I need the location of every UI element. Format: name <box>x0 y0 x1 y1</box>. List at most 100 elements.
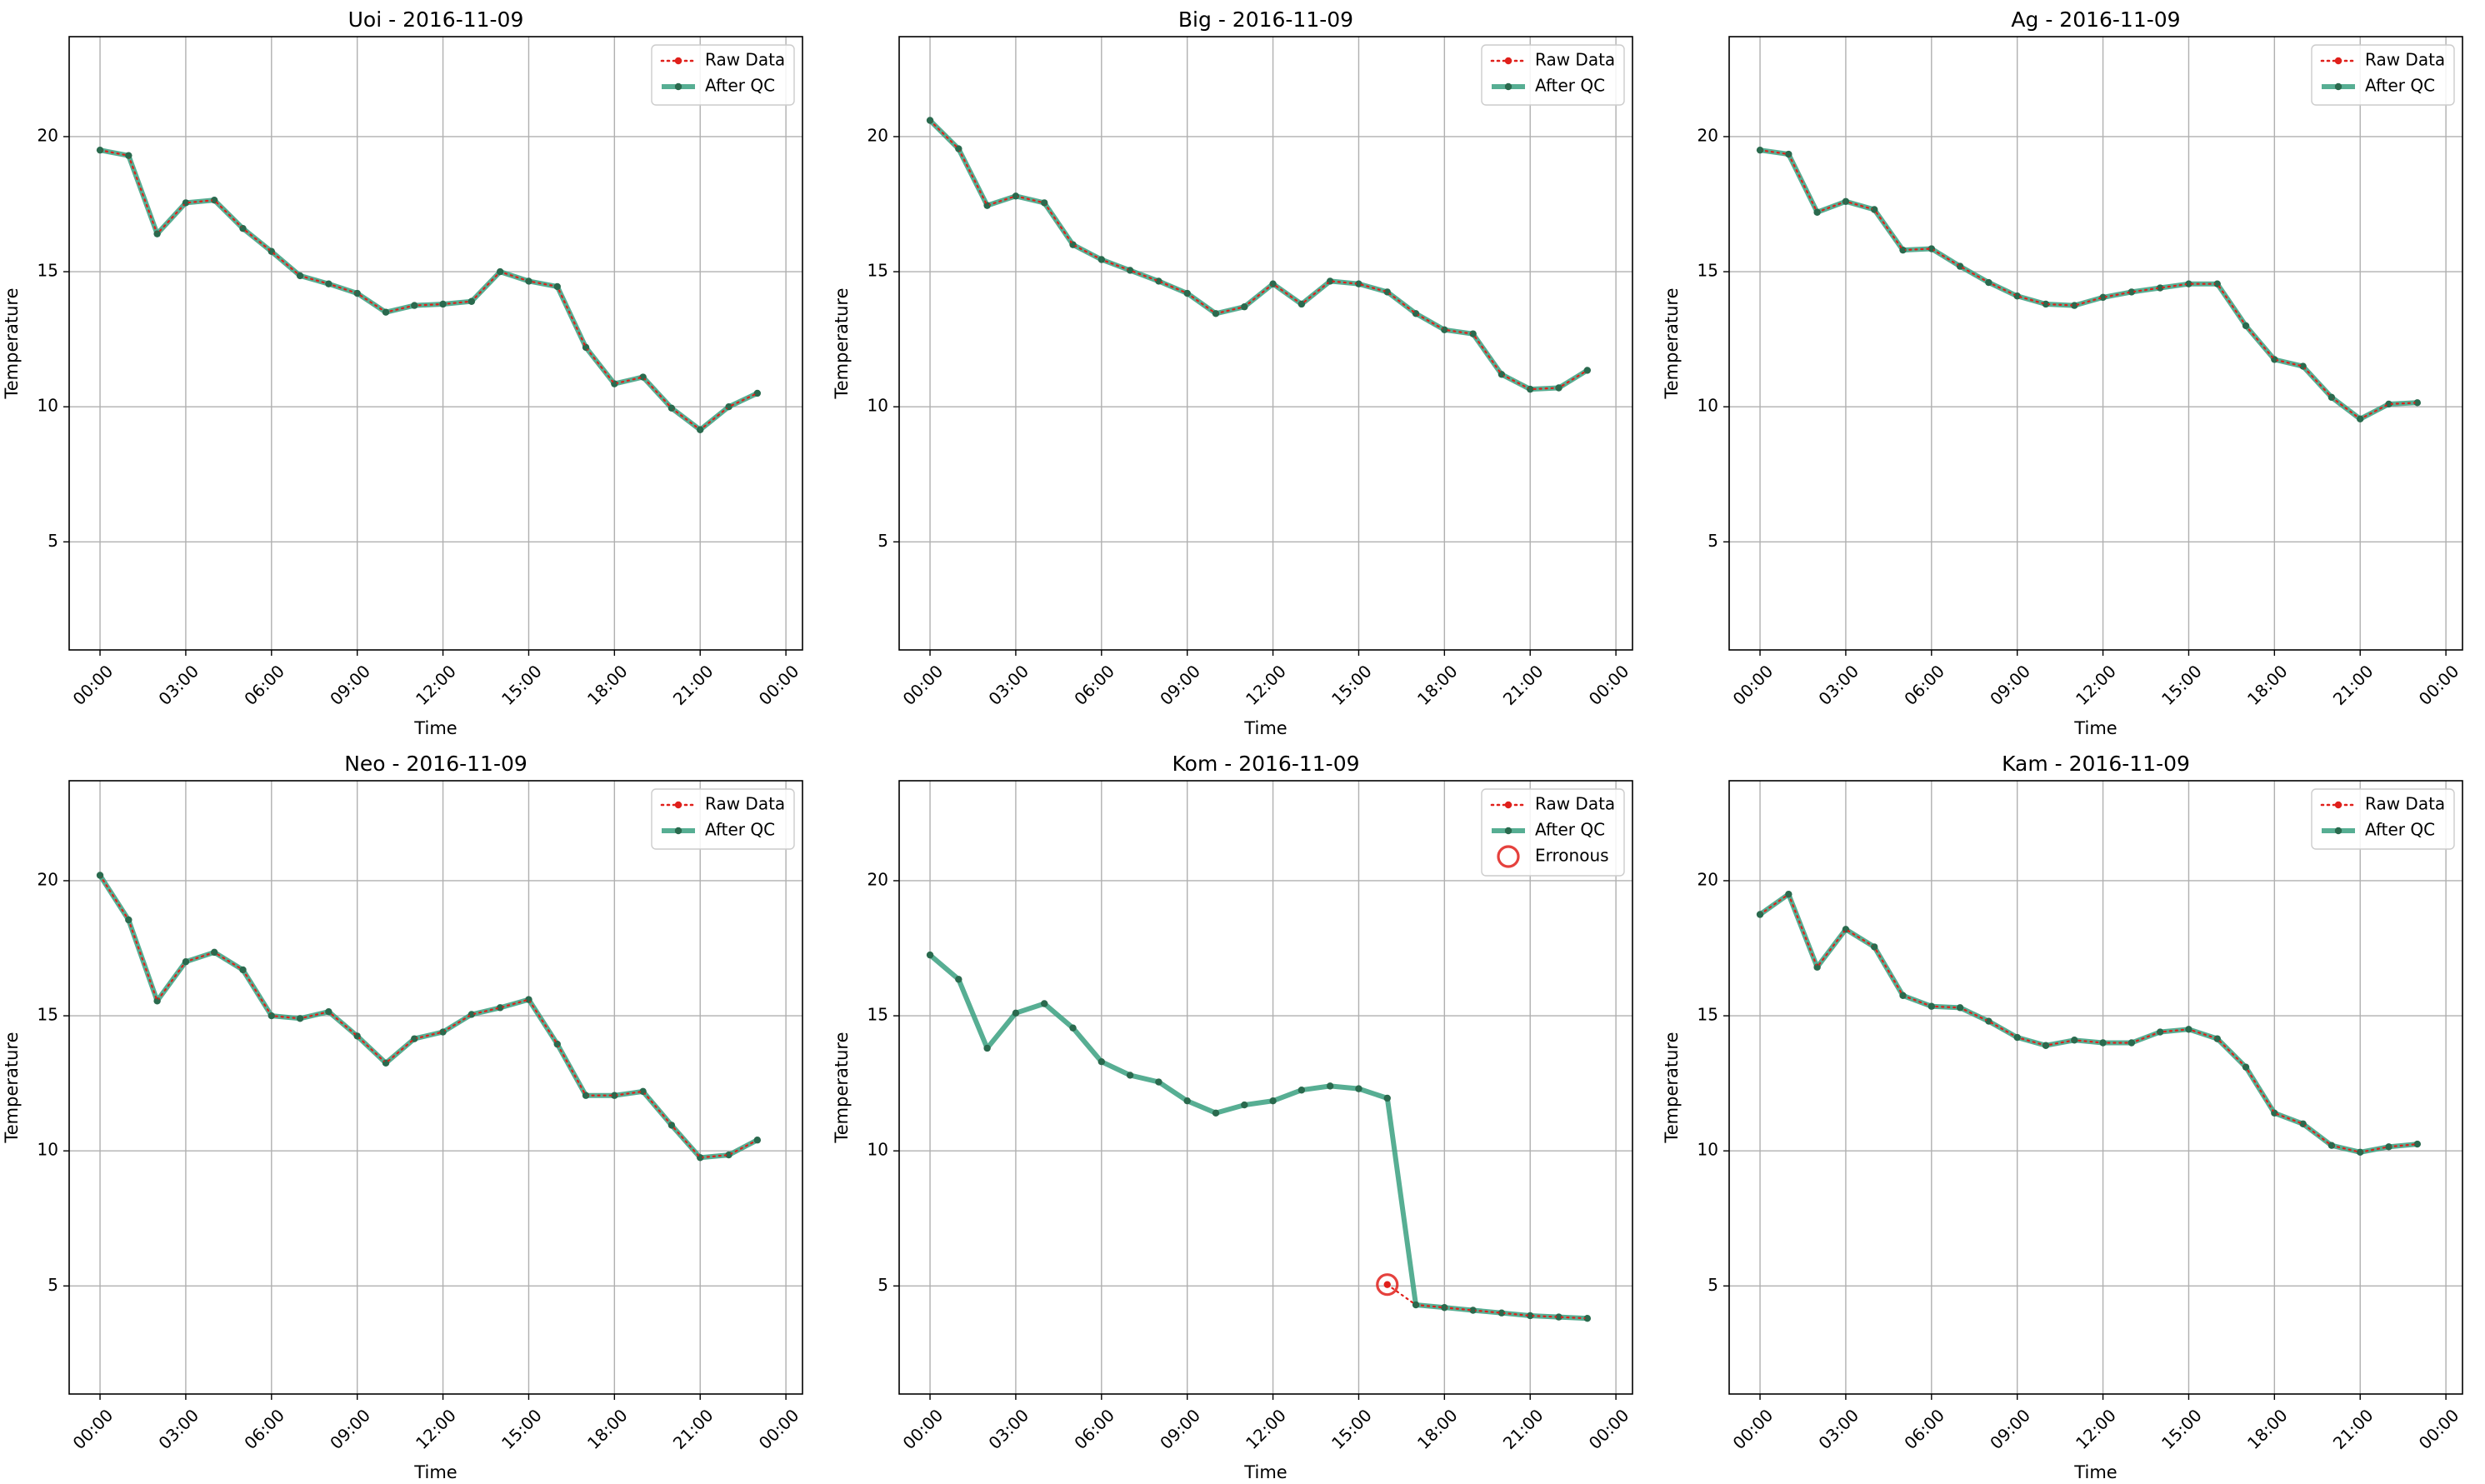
legend-qc-label: After QC <box>1535 820 1605 840</box>
raw-data-point <box>2243 323 2248 328</box>
series-raw-data <box>1758 892 2420 1155</box>
x-tick-label: 03:00 <box>1814 661 1862 709</box>
x-tick-label: 15:00 <box>2158 1405 2206 1453</box>
raw-data-point <box>755 391 760 396</box>
x-tick-label: 21:00 <box>669 1405 718 1453</box>
raw-data-point <box>2100 295 2106 300</box>
x-tick-label: 15:00 <box>1328 1405 1376 1453</box>
raw-data-point <box>583 345 588 350</box>
raw-data-point <box>583 1093 588 1098</box>
raw-data-point <box>1929 246 1934 252</box>
legend: Raw Data After QC <box>651 44 795 106</box>
raw-data-line <box>1758 892 2418 1153</box>
x-tick-label: 09:00 <box>326 1405 374 1453</box>
y-axis-label: Temperature <box>2 287 22 399</box>
raw-data-point <box>1843 199 1848 204</box>
x-axis-label: Time <box>413 718 457 738</box>
x-tick-label: 18:00 <box>583 1405 632 1453</box>
raw-data-point <box>2100 1040 2106 1046</box>
raw-data-point <box>212 197 217 202</box>
legend-qc-label: After QC <box>2365 820 2435 840</box>
x-tick-label: 06:00 <box>1900 661 1948 709</box>
x-tick-label: 09:00 <box>1986 661 2034 709</box>
x-tick-label: 06:00 <box>1070 661 1118 709</box>
after-qc-point <box>1269 1097 1277 1105</box>
after-qc-point <box>1012 1009 1020 1017</box>
x-tick-label: 00:00 <box>1729 661 1778 709</box>
raw-data-point <box>269 1013 274 1018</box>
x-tick-label: 06:00 <box>240 661 288 709</box>
x-tick-label: 21:00 <box>669 661 718 709</box>
chart-title: Ag - 2016-11-09 <box>2011 7 2180 32</box>
x-tick-label: 21:00 <box>2329 661 2378 709</box>
raw-data-point <box>240 226 246 231</box>
raw-data-point <box>1328 278 1332 284</box>
raw-data-point <box>1758 912 1762 917</box>
after-qc-point <box>1069 1024 1077 1032</box>
chart-title: Kam - 2016-11-09 <box>2002 752 2190 776</box>
x-tick-label: 12:00 <box>1242 1405 1290 1453</box>
grid-lines <box>1729 37 2462 650</box>
legend-qc-marker <box>674 82 682 91</box>
y-tick-label: 20 <box>38 125 58 145</box>
legend-qc-label: After QC <box>705 76 775 96</box>
x-tick-label: 03:00 <box>1814 1405 1862 1453</box>
raw-data-point <box>1528 1313 1532 1318</box>
y-tick-label: 10 <box>38 396 58 416</box>
raw-data-point <box>1986 280 1991 285</box>
subplot-neo: 00:00 03:00 06:00 09:00 12:00 15:00 18:00 21:00… <box>2 752 803 1482</box>
raw-data-point <box>326 1009 331 1014</box>
raw-data-point <box>2415 1142 2420 1147</box>
chart-title: Big - 2016-11-09 <box>1178 7 1353 32</box>
series-after-qc <box>1756 146 2422 422</box>
raw-data-point <box>126 153 131 158</box>
legend-raw-label: Raw Data <box>1535 794 1615 814</box>
raw-data-point <box>1471 1307 1476 1313</box>
raw-data-point <box>1442 327 1447 332</box>
after-qc-point <box>1041 1000 1048 1007</box>
raw-data-point <box>612 382 617 387</box>
series-after-qc <box>926 951 1592 1322</box>
after-qc-point <box>1241 1101 1248 1109</box>
after-qc-point <box>1383 1094 1391 1102</box>
raw-data-point <box>2129 1040 2134 1046</box>
series-raw-data <box>98 147 760 432</box>
raw-data-point <box>1986 1018 1991 1024</box>
y-tick-label: 5 <box>878 1275 888 1295</box>
after-qc-line <box>928 118 1589 392</box>
x-tick-label: 18:00 <box>1413 661 1462 709</box>
after-qc-line <box>1759 147 2418 422</box>
legend: Raw Data After QC <box>1481 44 1625 106</box>
axes-frame <box>1728 36 2463 651</box>
series-raw-data <box>928 117 1590 392</box>
y-tick-label: 10 <box>1698 1140 1718 1160</box>
x-tick-label: 12:00 <box>1242 661 1290 709</box>
raw-data-point <box>1099 257 1104 262</box>
after-qc-point <box>983 1044 991 1052</box>
legend-qc-marker <box>674 827 682 835</box>
raw-data-point <box>2015 293 2020 298</box>
raw-data-point <box>469 299 474 304</box>
grid-lines <box>69 781 802 1394</box>
legend-qc-label: After QC <box>2365 76 2435 96</box>
x-tick-label: 00:00 <box>2415 1405 2463 1453</box>
raw-data-point <box>2186 1027 2192 1032</box>
raw-data-point <box>2329 395 2334 400</box>
raw-data-point <box>612 1093 617 1098</box>
raw-data-point <box>1585 1316 1590 1321</box>
raw-data-point <box>755 1137 760 1142</box>
subplot-kam: 00:00 03:00 06:00 09:00 12:00 15:00 18:00 21:00… <box>1662 752 2463 1482</box>
x-tick-label: 00:00 <box>2415 661 2463 709</box>
x-tick-label: 15:00 <box>1328 661 1376 709</box>
raw-data-point <box>2243 1065 2248 1070</box>
raw-data-point <box>1042 200 1047 206</box>
raw-data-point <box>1185 291 1190 296</box>
y-tick-label: 5 <box>878 531 888 551</box>
x-tick-label: 18:00 <box>2243 661 2292 709</box>
raw-data-point <box>2329 1143 2334 1148</box>
legend-raw-marker <box>674 801 682 809</box>
raw-data-point <box>98 872 102 878</box>
raw-data-point <box>2415 400 2420 405</box>
chart-title: Kom - 2016-11-09 <box>1172 752 1360 776</box>
x-tick-label: 00:00 <box>69 661 118 709</box>
